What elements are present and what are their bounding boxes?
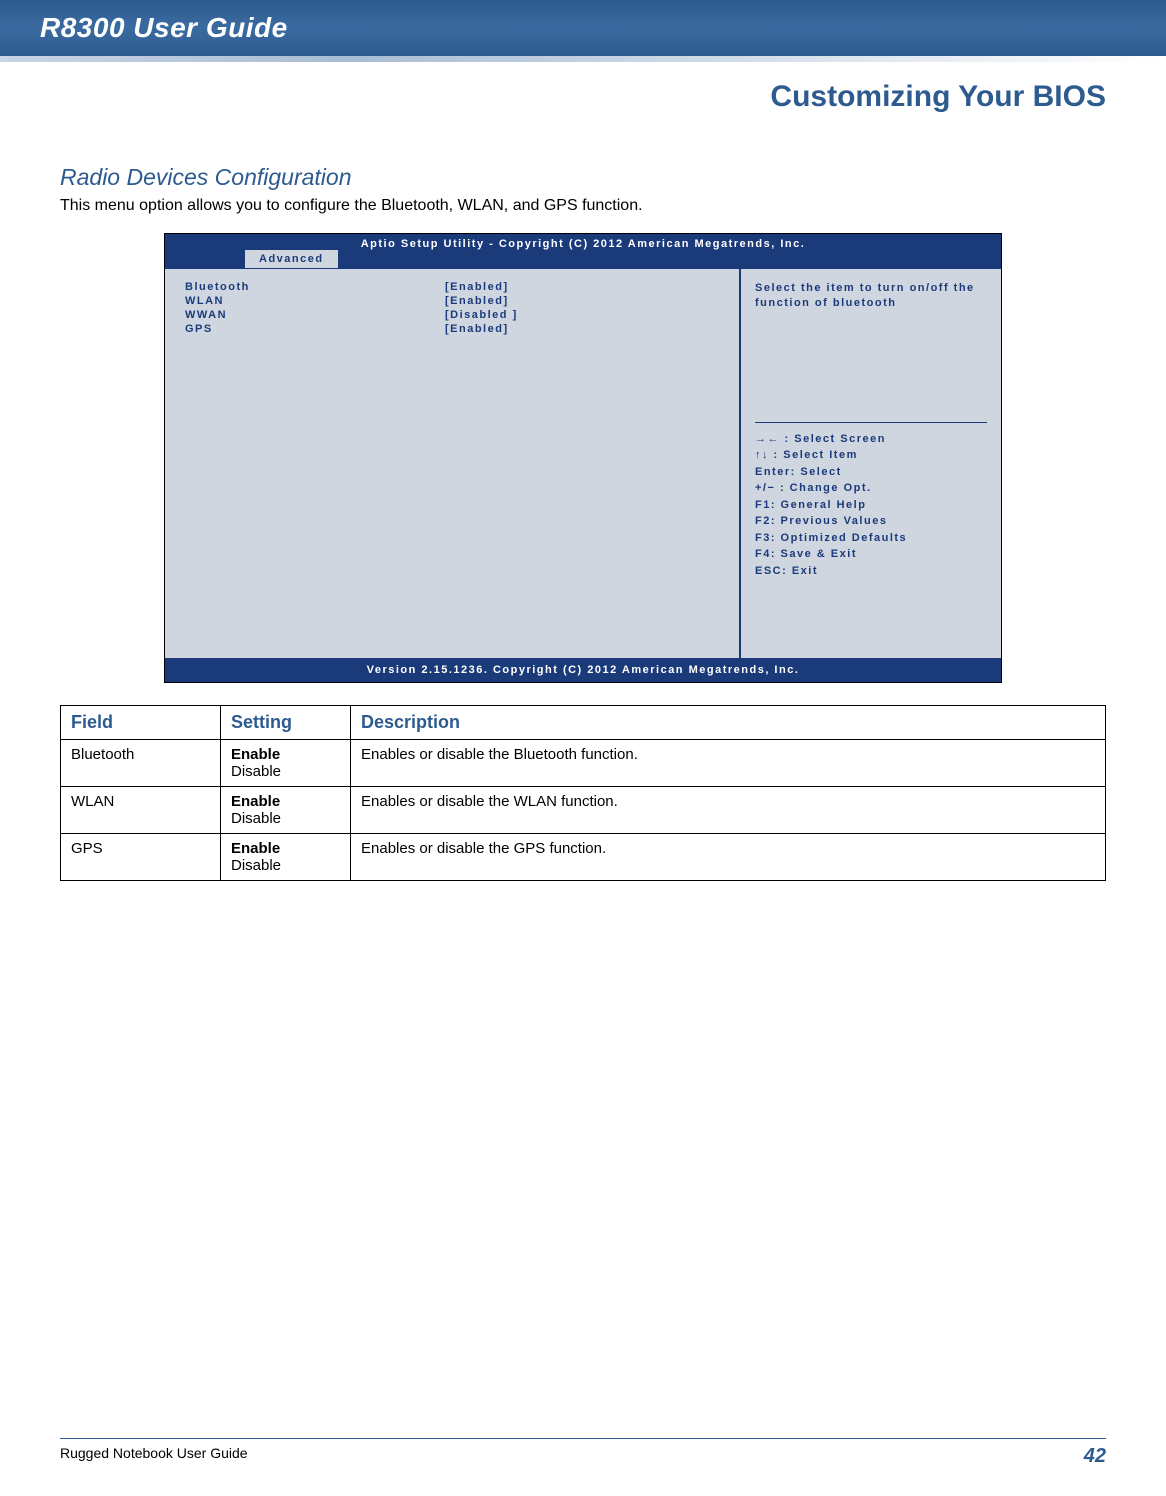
settings-table: Field Setting Description Bluetooth Enab… [60, 705, 1106, 881]
table-row: GPS Enable Disable Enables or disable th… [61, 834, 1106, 881]
bios-key: +/− : Change Opt. [755, 480, 987, 497]
bios-item-label: WWAN [185, 309, 445, 321]
cell-description: Enables or disable the GPS function. [351, 834, 1106, 881]
cell-description: Enables or disable the WLAN function. [351, 787, 1106, 834]
bios-screenshot: Aptio Setup Utility - Copyright (C) 2012… [164, 233, 1002, 683]
page-number: 42 [1084, 1445, 1106, 1468]
guide-title: R8300 User Guide [40, 12, 288, 43]
cell-field: Bluetooth [61, 740, 221, 787]
bios-item-value: [Disabled ] [445, 309, 518, 321]
chapter-title: Customizing Your BIOS [0, 62, 1166, 114]
guide-title-bar: R8300 User Guide [0, 0, 1166, 56]
bios-item-label: Bluetooth [185, 281, 445, 293]
bios-item-value: [Enabled] [445, 323, 509, 335]
bios-version-bar: Version 2.15.1236. Copyright (C) 2012 Am… [165, 658, 1001, 682]
bios-title-bar: Aptio Setup Utility - Copyright (C) 2012… [165, 234, 1001, 250]
cell-description: Enables or disable the Bluetooth functio… [351, 740, 1106, 787]
setting-bold: Enable [231, 793, 280, 810]
bios-item-value: [Enabled] [445, 295, 509, 307]
page-footer: Rugged Notebook User Guide 42 [60, 1438, 1106, 1468]
th-field: Field [61, 706, 221, 740]
table-row: Bluetooth Enable Disable Enables or disa… [61, 740, 1106, 787]
setting-plain: Disable [231, 810, 281, 827]
bios-help-panel: Select the item to turn on/off the funct… [741, 269, 1001, 658]
table-row: WLAN Enable Disable Enables or disable t… [61, 787, 1106, 834]
bios-settings-panel: Bluetooth [Enabled] WLAN [Enabled] WWAN … [165, 269, 741, 658]
cell-field: GPS [61, 834, 221, 881]
bios-key: →← : Select Screen [755, 431, 987, 448]
bios-key: F3: Optimized Defaults [755, 530, 987, 547]
bios-item-gps[interactable]: GPS [Enabled] [185, 323, 729, 335]
bios-item-bluetooth[interactable]: Bluetooth [Enabled] [185, 281, 729, 293]
bios-key: F2: Previous Values [755, 513, 987, 530]
bios-key: F4: Save & Exit [755, 546, 987, 563]
bios-body: Bluetooth [Enabled] WLAN [Enabled] WWAN … [165, 268, 1001, 658]
bios-item-label: GPS [185, 323, 445, 335]
setting-plain: Disable [231, 763, 281, 780]
bios-help-divider [755, 422, 987, 423]
bios-item-value: [Enabled] [445, 281, 509, 293]
footer-left: Rugged Notebook User Guide [60, 1445, 248, 1468]
setting-bold: Enable [231, 840, 280, 857]
table-header-row: Field Setting Description [61, 706, 1106, 740]
page-content: Radio Devices Configuration This menu op… [0, 114, 1166, 881]
bios-key-legend: →← : Select Screen ↑↓ : Select Item Ente… [755, 431, 987, 580]
setting-bold: Enable [231, 746, 280, 763]
section-title: Radio Devices Configuration [60, 164, 1106, 191]
bios-key: Enter: Select [755, 464, 987, 481]
bios-key: F1: General Help [755, 497, 987, 514]
th-setting: Setting [221, 706, 351, 740]
bios-item-wwan[interactable]: WWAN [Disabled ] [185, 309, 729, 321]
bios-key: ↑↓ : Select Item [755, 447, 987, 464]
setting-plain: Disable [231, 857, 281, 874]
section-intro: This menu option allows you to configure… [60, 197, 1106, 215]
bios-item-label: WLAN [185, 295, 445, 307]
bios-tab-advanced[interactable]: Advanced [245, 250, 338, 268]
cell-setting: Enable Disable [221, 740, 351, 787]
bios-item-wlan[interactable]: WLAN [Enabled] [185, 295, 729, 307]
th-description: Description [351, 706, 1106, 740]
bios-key: ESC: Exit [755, 563, 987, 580]
cell-field: WLAN [61, 787, 221, 834]
cell-setting: Enable Disable [221, 787, 351, 834]
bios-help-text: Select the item to turn on/off the funct… [755, 281, 987, 312]
bios-tab-row: Advanced [165, 250, 1001, 268]
cell-setting: Enable Disable [221, 834, 351, 881]
